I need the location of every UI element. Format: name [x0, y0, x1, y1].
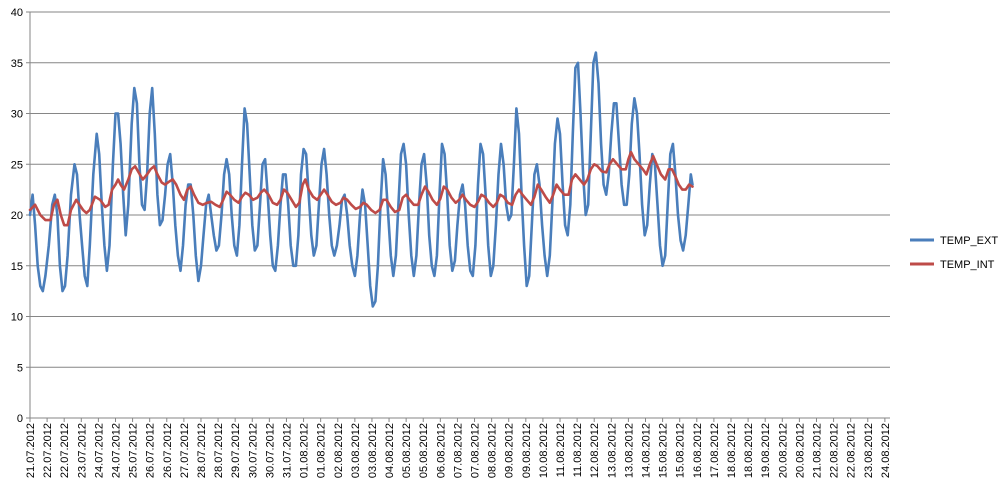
y-tick-label: 20	[11, 210, 23, 222]
gridlines	[30, 11, 890, 368]
x-tick-label: 30.07.2012	[247, 423, 259, 478]
x-tick-label: 27.07.2012	[179, 423, 191, 478]
x-axis-ticks: 21.07.2012 22.07.2012 22.07.2012 23.07.2012…	[25, 418, 892, 478]
x-tick-label: 04.08.2012	[384, 423, 396, 478]
y-axis-ticks: 0 5 10 15 20 25 30 35 40	[11, 7, 30, 425]
x-tick-label: 30.07.2012	[264, 423, 276, 478]
legend-label: TEMP_INT	[940, 259, 995, 271]
y-tick-label: 0	[17, 413, 23, 425]
x-tick-label: 23.08.2012	[863, 423, 875, 478]
x-tick-label: 26.07.2012	[145, 423, 157, 478]
x-tick-label: 24.07.2012	[110, 423, 122, 478]
x-tick-label: 01.08.2012	[299, 423, 311, 478]
x-tick-label: 03.08.2012	[350, 423, 362, 478]
x-tick-label: 18.08.2012	[743, 423, 755, 478]
y-tick-label: 40	[11, 7, 23, 19]
y-tick-label: 35	[11, 58, 23, 70]
x-tick-label: 19.08.2012	[760, 423, 772, 478]
y-tick-label: 25	[11, 159, 23, 171]
x-tick-label: 06.08.2012	[435, 423, 447, 478]
x-tick-label: 24.08.2012	[880, 423, 892, 478]
series-line-temp-int	[28, 150, 694, 227]
x-tick-label: 25.07.2012	[128, 423, 140, 478]
x-tick-label: 02.08.2012	[333, 423, 345, 478]
x-tick-label: 05.08.2012	[418, 423, 430, 478]
x-tick-label: 21.07.2012	[25, 423, 37, 478]
legend: TEMP_EXT TEMP_INT	[910, 235, 998, 271]
y-tick-label: 10	[11, 312, 23, 324]
x-tick-label: 16.08.2012	[692, 423, 704, 478]
x-tick-label: 09.08.2012	[504, 423, 516, 478]
x-tick-label: 07.08.2012	[452, 423, 464, 478]
x-tick-label: 10.08.2012	[538, 423, 550, 478]
series	[28, 51, 694, 308]
x-tick-label: 14.08.2012	[641, 423, 653, 478]
x-tick-label: 05.08.2012	[401, 423, 413, 478]
x-tick-label: 21.08.2012	[811, 423, 823, 478]
x-tick-label: 20.08.2012	[794, 423, 806, 478]
x-tick-label: 11.08.2012	[555, 423, 567, 477]
x-tick-label: 01.08.2012	[316, 423, 328, 478]
x-tick-label: 28.07.2012	[196, 423, 208, 478]
x-tick-label: 18.08.2012	[726, 423, 738, 478]
x-tick-label: 23.07.2012	[76, 423, 88, 478]
x-tick-label: 03.08.2012	[367, 423, 379, 478]
x-tick-label: 22.07.2012	[42, 423, 54, 478]
x-tick-label: 22.07.2012	[59, 423, 71, 478]
x-tick-label: 24.07.2012	[93, 423, 105, 478]
x-tick-label: 17.08.2012	[709, 423, 721, 478]
x-tick-label: 26.07.2012	[162, 423, 174, 478]
x-tick-label: 15.08.2012	[658, 423, 670, 478]
x-tick-label: 12.08.2012	[589, 423, 601, 478]
x-tick-label: 22.08.2012	[846, 423, 858, 478]
x-tick-label: 11.08.2012	[572, 423, 584, 477]
x-tick-label: 07.08.2012	[470, 423, 482, 478]
legend-label: TEMP_EXT	[940, 235, 998, 247]
x-tick-label: 13.08.2012	[606, 423, 618, 478]
x-tick-label: 20.08.2012	[777, 423, 789, 478]
x-tick-label: 13.08.2012	[623, 423, 635, 478]
x-tick-label: 15.08.2012	[675, 423, 687, 478]
x-tick-label: 29.07.2012	[230, 423, 242, 478]
x-tick-label: 08.08.2012	[487, 423, 499, 478]
y-tick-label: 30	[11, 109, 23, 121]
x-tick-label: 22.08.2012	[829, 423, 841, 478]
y-tick-label: 5	[17, 362, 23, 374]
x-tick-label: 09.08.2012	[521, 423, 533, 478]
x-tick-label: 28.07.2012	[213, 423, 225, 478]
x-tick-label: 31.07.2012	[281, 423, 293, 478]
y-tick-label: 15	[11, 261, 23, 273]
